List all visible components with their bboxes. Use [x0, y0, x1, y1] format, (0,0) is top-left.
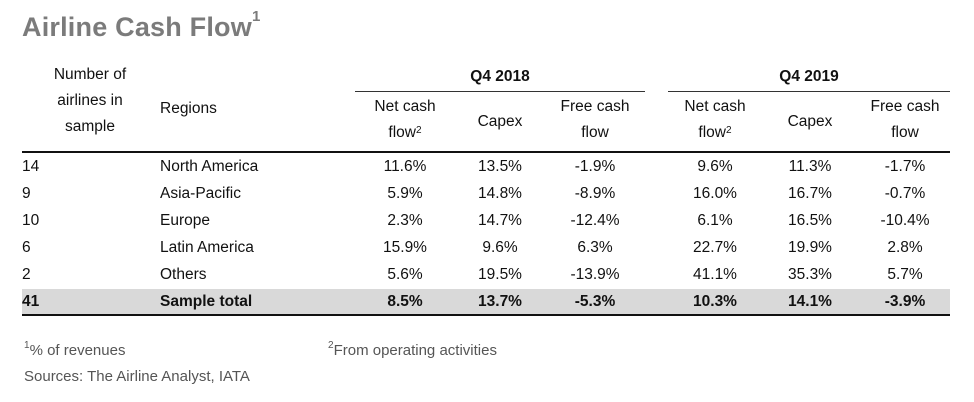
net-cash-header-line-2: flow2	[388, 124, 422, 141]
table-row: 2 Others 5.6% 19.5% -13.9% 41.1% 35.3% 5…	[22, 261, 950, 288]
footnote-2-marker: 2	[328, 340, 334, 351]
q4-2019-free-cash-header: Free cash flow	[860, 94, 950, 146]
row-region: Europe	[160, 212, 210, 229]
net-cash-footnote-marker: 2	[416, 125, 422, 136]
free-cash-header-line-2: flow	[891, 124, 919, 141]
total-q4-2019-capex: 14.1%	[788, 293, 832, 310]
count-header-line-1: Number of	[53, 66, 127, 83]
table-bottom-rule	[22, 314, 950, 316]
row-q4-2018-net-cash: 11.6%	[383, 158, 427, 175]
net-cash-header-line-1: Net cash	[374, 98, 436, 115]
row-q4-2019-net-cash: 16.0%	[693, 185, 737, 202]
footnote-1: 1% of revenues	[24, 340, 126, 359]
row-count: 14	[22, 158, 40, 175]
free-cash-header-line-1: Free cash	[560, 98, 630, 115]
free-cash-header-line-1: Free cash	[870, 98, 940, 115]
header-bottom-rule	[22, 151, 950, 153]
table-row: 10 Europe 2.3% 14.7% -12.4% 6.1% 16.5% -…	[22, 207, 950, 234]
row-q4-2018-free-cash: -1.9%	[574, 158, 616, 175]
row-q4-2019-net-cash: 9.6%	[697, 158, 733, 175]
free-cash-header-line-2: flow	[581, 124, 609, 141]
q4-2018-capex-header: Capex	[477, 113, 523, 130]
row-region: North America	[160, 158, 259, 175]
total-q4-2019-free-cash: -3.9%	[884, 293, 926, 310]
total-region: Sample total	[160, 293, 253, 310]
total-q4-2018-net-cash: 8.5%	[387, 293, 423, 310]
row-count: 2	[22, 266, 31, 283]
row-q4-2019-capex: 11.3%	[788, 158, 832, 175]
footnote-2-text: From operating activities	[333, 342, 497, 359]
row-q4-2019-free-cash: -0.7%	[884, 185, 926, 202]
row-q4-2018-capex: 14.7%	[478, 212, 522, 229]
row-count: 9	[22, 185, 31, 202]
title-text: Airline Cash Flow	[22, 12, 252, 42]
total-q4-2019-net-cash: 10.3%	[693, 293, 737, 310]
row-q4-2018-free-cash: 6.3%	[577, 239, 613, 256]
count-column-header: Number of airlines in sample	[40, 62, 140, 140]
group-underline-q4-2018	[355, 91, 645, 92]
row-q4-2019-free-cash: 5.7%	[887, 266, 923, 283]
row-q4-2019-capex: 16.7%	[788, 185, 832, 202]
row-q4-2018-free-cash: -13.9%	[570, 266, 620, 283]
row-q4-2018-free-cash: -12.4%	[570, 212, 620, 229]
row-q4-2018-net-cash: 5.9%	[387, 185, 423, 202]
table-row: 6 Latin America 15.9% 9.6% 6.3% 22.7% 19…	[22, 234, 950, 261]
row-q4-2019-net-cash: 41.1%	[693, 266, 737, 283]
row-count: 6	[22, 239, 31, 256]
footnote-1-text: % of revenues	[29, 342, 126, 359]
q4-2018-free-cash-header: Free cash flow	[550, 94, 640, 146]
table-row: 9 Asia-Pacific 5.9% 14.8% -8.9% 16.0% 16…	[22, 180, 950, 207]
count-header-line-2: airlines in	[57, 92, 123, 109]
row-q4-2019-capex: 16.5%	[788, 212, 832, 229]
row-q4-2018-capex: 13.5%	[478, 158, 522, 175]
group-underline-q4-2019	[668, 91, 950, 92]
row-q4-2019-free-cash: -1.7%	[884, 158, 926, 175]
row-q4-2019-free-cash: -10.4%	[880, 212, 930, 229]
footnote-2: 2From operating activities	[328, 340, 497, 359]
count-header-line-3: sample	[65, 118, 115, 135]
total-q4-2018-capex: 13.7%	[478, 293, 522, 310]
row-region: Latin America	[160, 239, 254, 256]
row-q4-2018-capex: 9.6%	[482, 239, 518, 256]
row-q4-2019-capex: 35.3%	[788, 266, 832, 283]
net-cash-header-line-2: flow2	[698, 124, 732, 141]
title-footnote-marker: 1	[251, 8, 261, 25]
row-q4-2019-capex: 19.9%	[788, 239, 832, 256]
total-q4-2018-free-cash: -5.3%	[574, 293, 616, 310]
row-q4-2019-free-cash: 2.8%	[887, 239, 923, 256]
group-header-q4-2018: Q4 2018	[470, 68, 530, 85]
q4-2018-net-cash-header: Net cash flow2	[360, 94, 450, 146]
total-row: 41 Sample total 8.5% 13.7% -5.3% 10.3% 1…	[22, 289, 950, 314]
row-q4-2018-free-cash: -8.9%	[574, 185, 616, 202]
row-q4-2019-net-cash: 6.1%	[697, 212, 733, 229]
row-region: Others	[160, 266, 207, 283]
row-q4-2018-net-cash: 2.3%	[387, 212, 423, 229]
net-cash-header-line-1: Net cash	[684, 98, 746, 115]
net-cash-footnote-marker: 2	[726, 125, 732, 136]
sources-note: Sources: The Airline Analyst, IATA	[24, 368, 250, 385]
row-region: Asia-Pacific	[160, 185, 241, 202]
page-title: Airline Cash Flow1	[22, 8, 260, 43]
regions-column-header: Regions	[160, 100, 217, 117]
row-q4-2018-capex: 19.5%	[478, 266, 522, 283]
group-header-q4-2019: Q4 2019	[779, 68, 839, 85]
q4-2019-net-cash-header: Net cash flow2	[670, 94, 760, 146]
row-q4-2018-net-cash: 5.6%	[387, 266, 423, 283]
q4-2019-capex-header: Capex	[787, 113, 833, 130]
footnote-1-marker: 1	[24, 340, 30, 351]
row-q4-2019-net-cash: 22.7%	[693, 239, 737, 256]
row-q4-2018-capex: 14.8%	[478, 185, 522, 202]
table-row: 14 North America 11.6% 13.5% -1.9% 9.6% …	[22, 153, 950, 180]
row-q4-2018-net-cash: 15.9%	[383, 239, 427, 256]
total-count: 41	[22, 293, 40, 310]
row-count: 10	[22, 212, 40, 229]
